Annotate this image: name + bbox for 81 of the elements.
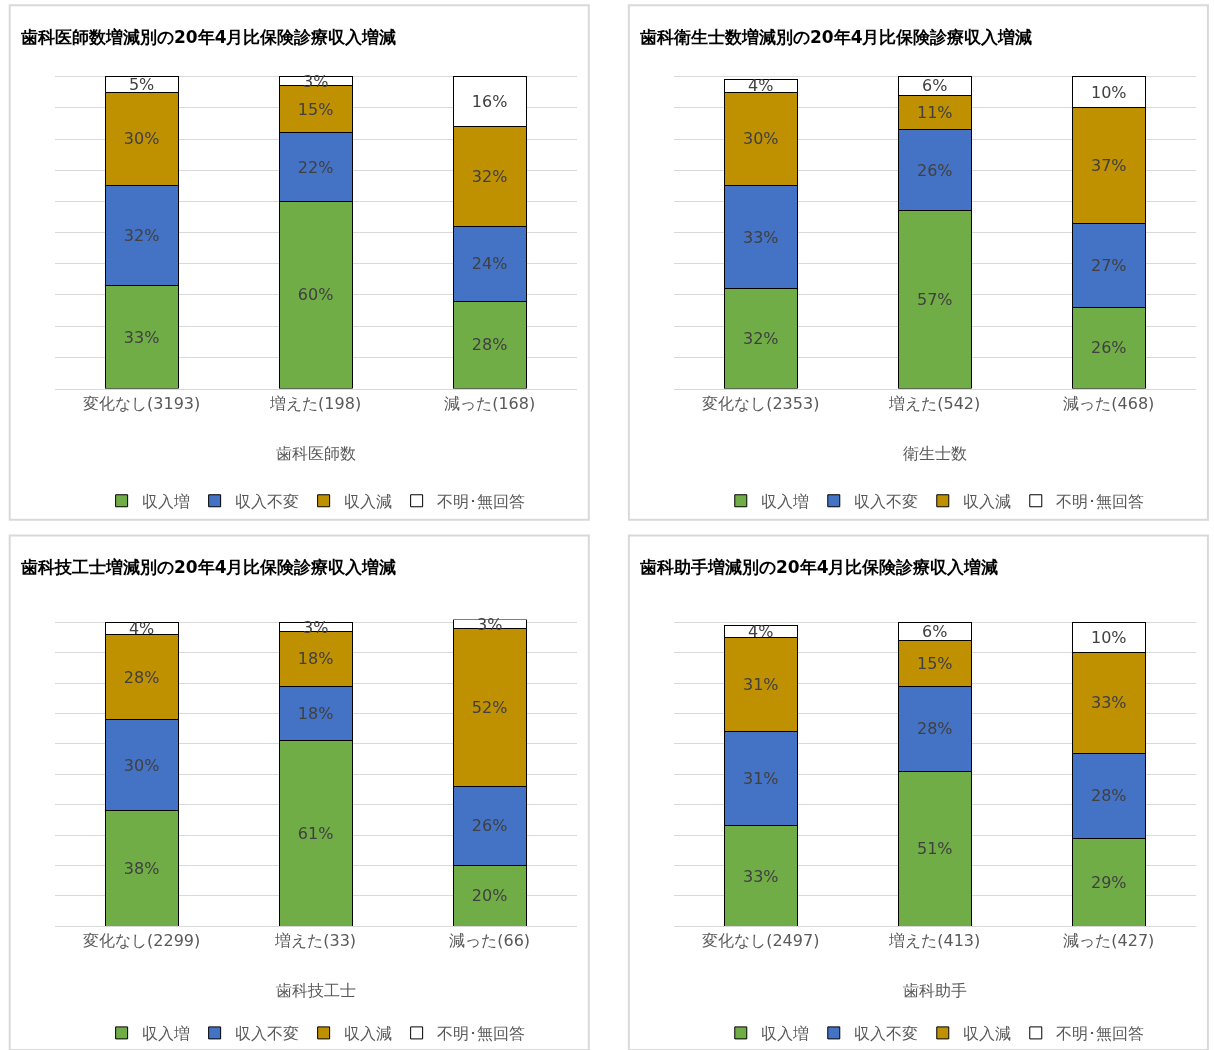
data-label: 20% bbox=[471, 886, 508, 906]
legend-label: 収入不変 bbox=[853, 491, 918, 511]
data-label: 28% bbox=[917, 719, 953, 739]
data-label: 26% bbox=[917, 160, 953, 180]
x-tick-label: 変化なし(3193) bbox=[83, 393, 201, 413]
x-tick-label: 変化なし(2353) bbox=[702, 393, 820, 413]
legend-label: 収入減 bbox=[343, 1024, 392, 1044]
data-label: 26% bbox=[471, 816, 508, 836]
data-label: 61% bbox=[297, 824, 334, 844]
data-label: 33% bbox=[742, 227, 779, 247]
data-label: 32% bbox=[742, 329, 779, 349]
data-label: 33% bbox=[742, 866, 779, 886]
x-tick-label: 変化なし(2299) bbox=[83, 931, 201, 951]
x-tick-label: 減った(66) bbox=[449, 931, 531, 951]
data-label: 57% bbox=[917, 290, 953, 310]
legend-label: 収入減 bbox=[343, 491, 392, 511]
data-label: 16% bbox=[471, 92, 508, 112]
x-tick-label: 減った(468) bbox=[1063, 393, 1155, 413]
data-label: 32% bbox=[471, 166, 508, 186]
x-axis-title: 衛生士数 bbox=[903, 444, 967, 463]
data-label: 28% bbox=[123, 667, 160, 687]
legend-label: 収入減 bbox=[962, 491, 1011, 511]
legend-label: 収入不変 bbox=[234, 491, 299, 511]
legend-label: 不明･無回答 bbox=[436, 1024, 525, 1044]
x-tick-label: 変化なし(2497) bbox=[702, 931, 820, 951]
x-tick-label: 増えた(542) bbox=[888, 393, 981, 413]
legend-label: 収入増 bbox=[141, 491, 190, 511]
data-label: 33% bbox=[123, 327, 160, 347]
x-tick-label: 減った(427) bbox=[1063, 931, 1155, 951]
x-axis-title: 歯科技工士 bbox=[276, 981, 356, 1000]
data-label: 11% bbox=[917, 102, 953, 122]
data-label: 6% bbox=[922, 622, 948, 642]
data-label: 18% bbox=[297, 649, 334, 669]
data-label: 52% bbox=[471, 698, 508, 718]
data-label: 29% bbox=[1091, 872, 1127, 892]
data-label: 32% bbox=[123, 226, 160, 246]
chart-title: 歯科医師数増減別の20年4月比保険診療収入増減 bbox=[20, 27, 397, 47]
data-label: 4% bbox=[128, 619, 155, 639]
legend-label: 収入減 bbox=[962, 1024, 1011, 1044]
data-label: 5% bbox=[128, 74, 155, 94]
data-label: 24% bbox=[471, 254, 508, 274]
x-tick-label: 増えた(413) bbox=[888, 931, 981, 951]
data-label: 18% bbox=[297, 704, 334, 724]
chart-title: 歯科助手増減別の20年4月比保険診療収入増減 bbox=[639, 557, 999, 577]
data-label: 51% bbox=[917, 839, 953, 859]
legend-label: 不明･無回答 bbox=[436, 491, 525, 511]
data-label: 30% bbox=[742, 129, 779, 149]
data-label: 22% bbox=[297, 157, 334, 177]
chart-title: 歯科衛生士数増減別の20年4月比保険診療収入増減 bbox=[639, 27, 1033, 47]
data-label: 33% bbox=[1091, 693, 1127, 713]
legend-label: 収入不変 bbox=[853, 1024, 918, 1044]
legend-label: 収入不変 bbox=[234, 1024, 299, 1044]
data-label: 60% bbox=[297, 285, 334, 305]
chart-title: 歯科技工士増減別の20年4月比保険診療収入増減 bbox=[20, 557, 397, 577]
legend-label: 収入増 bbox=[760, 491, 809, 511]
data-label: 31% bbox=[742, 675, 779, 695]
x-tick-label: 減った(168) bbox=[444, 393, 536, 413]
x-axis-title: 歯科助手 bbox=[903, 981, 967, 1000]
data-label: 27% bbox=[1091, 255, 1127, 275]
data-label: 6% bbox=[922, 76, 948, 96]
data-label: 31% bbox=[742, 769, 779, 789]
data-label: 15% bbox=[297, 99, 334, 119]
legend-label: 収入増 bbox=[141, 1024, 190, 1044]
legend-label: 不明･無回答 bbox=[1055, 1024, 1144, 1044]
x-tick-label: 増えた(198) bbox=[269, 393, 362, 413]
data-label: 28% bbox=[471, 335, 508, 355]
data-label: 30% bbox=[123, 129, 160, 149]
data-label: 10% bbox=[1091, 628, 1127, 648]
data-label: 4% bbox=[748, 622, 774, 642]
x-axis-title: 歯科医師数 bbox=[276, 444, 356, 463]
legend-label: 収入増 bbox=[760, 1024, 809, 1044]
data-label: 4% bbox=[748, 76, 774, 96]
data-label: 10% bbox=[1091, 82, 1127, 102]
data-label: 15% bbox=[917, 654, 953, 674]
data-label: 28% bbox=[1091, 786, 1127, 806]
data-label: 37% bbox=[1091, 156, 1127, 176]
data-label: 26% bbox=[1091, 338, 1127, 358]
data-label: 30% bbox=[123, 755, 160, 775]
x-tick-label: 増えた(33) bbox=[274, 931, 357, 951]
legend-label: 不明･無回答 bbox=[1055, 491, 1144, 511]
data-label: 38% bbox=[123, 858, 160, 878]
